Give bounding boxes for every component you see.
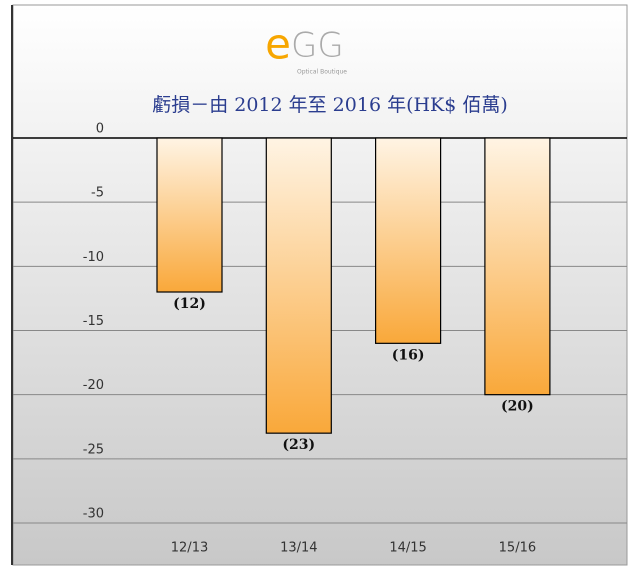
y-tick-label: -25 [83, 442, 104, 457]
y-tick-label: -30 [83, 507, 104, 522]
data-label: (20) [501, 399, 534, 415]
bar [375, 137, 442, 344]
logo-tagline: Optical Boutique [297, 69, 347, 76]
y-tick-label: -10 [83, 250, 104, 265]
data-label: (23) [282, 437, 315, 453]
x-tick-label: 12/13 [171, 541, 208, 556]
bar [156, 137, 223, 293]
data-label: (12) [173, 296, 206, 312]
x-tick-label: 13/14 [280, 541, 317, 556]
bar [484, 137, 551, 396]
y-tick-label: -5 [91, 186, 104, 201]
logo-text: GG [291, 26, 344, 66]
bar [265, 137, 332, 434]
x-tick-label: 15/16 [499, 541, 536, 556]
y-tick-label: -20 [83, 378, 104, 393]
y-tick-label: 0 [96, 122, 104, 137]
data-label: (16) [392, 347, 425, 363]
x-tick-label: 14/15 [389, 541, 426, 556]
logo-mark: e [265, 20, 291, 69]
y-tick-label: -15 [83, 314, 104, 329]
chart-title: 虧損－由 2012 年至 2016 年(HK$ 佰萬) [152, 94, 508, 116]
